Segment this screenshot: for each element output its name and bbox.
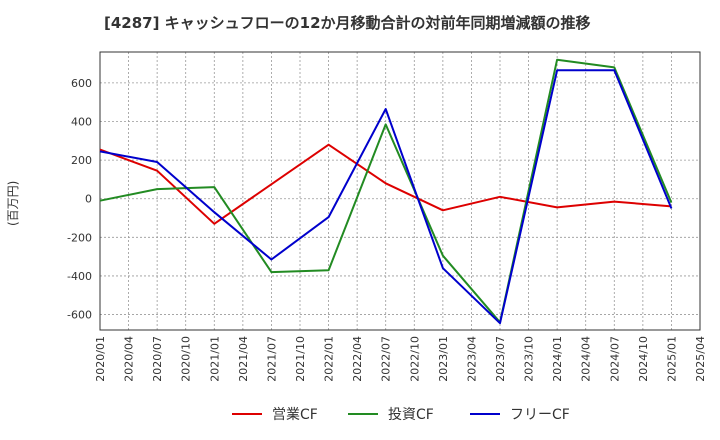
x-tick-label: 2023/07 bbox=[494, 336, 507, 382]
x-tick-label: 2025/01 bbox=[665, 336, 678, 382]
x-tick-label: 2024/04 bbox=[580, 336, 593, 382]
x-tick-label: 2021/10 bbox=[294, 336, 307, 382]
x-tick-label: 2024/07 bbox=[608, 336, 621, 382]
x-tick-label: 2023/10 bbox=[523, 336, 536, 382]
x-tick-label: 2020/01 bbox=[94, 336, 107, 382]
y-tick-label: 400 bbox=[71, 116, 92, 129]
x-tick-label: 2025/04 bbox=[694, 336, 707, 382]
x-tick-label: 2020/07 bbox=[151, 336, 164, 382]
plot-area bbox=[99, 51, 701, 331]
x-tick-label: 2020/10 bbox=[180, 336, 193, 382]
x-tick-label: 2023/01 bbox=[437, 336, 450, 382]
chart-title: [4287] キャッシュフローの12か月移動合計の対前年同期増減額の推移 bbox=[104, 14, 591, 32]
x-tick-label: 2020/04 bbox=[123, 336, 136, 382]
x-tick-label: 2024/10 bbox=[637, 336, 650, 382]
series-line-1 bbox=[99, 143, 672, 225]
legend-label-2: 投資CF bbox=[388, 407, 434, 423]
y-tick-label: -400 bbox=[67, 270, 92, 283]
legend-label-1: 営業CF bbox=[272, 407, 318, 423]
y-tick-label: -600 bbox=[67, 309, 92, 322]
legend-label-3: フリーCF bbox=[510, 407, 570, 423]
series-line-3 bbox=[99, 69, 673, 325]
y-tick-label: 600 bbox=[71, 77, 92, 90]
x-tick-label: 2022/04 bbox=[351, 336, 364, 382]
x-tick-label: 2021/01 bbox=[208, 336, 221, 382]
x-tick-label: 2021/07 bbox=[265, 336, 278, 382]
x-tick-label: 2021/04 bbox=[237, 336, 250, 382]
x-tick-label: 2022/10 bbox=[408, 336, 421, 382]
x-tick-label: 2023/04 bbox=[465, 336, 478, 382]
x-tick-label: 2022/01 bbox=[323, 336, 336, 382]
series-line-2 bbox=[99, 58, 673, 324]
y-tick-label: -200 bbox=[67, 231, 92, 244]
y-tick-label: 200 bbox=[71, 154, 92, 167]
y-tick-label: 0 bbox=[85, 193, 92, 206]
x-tick-label: 2022/07 bbox=[380, 336, 393, 382]
x-tick-label: 2024/01 bbox=[551, 336, 564, 382]
